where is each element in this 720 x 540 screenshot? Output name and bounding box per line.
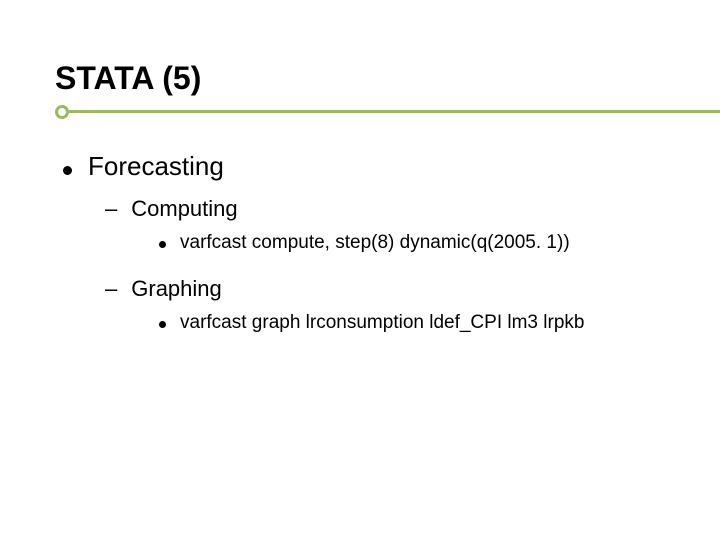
rule-line	[69, 110, 720, 113]
rule-dot-icon	[55, 105, 69, 119]
disc-bullet-icon	[159, 321, 166, 328]
bullet-level3: varfcast compute, step(8) dynamic(q(2005…	[159, 232, 680, 254]
level1-text: Forecasting	[88, 151, 224, 182]
level2-text: Graphing	[131, 276, 222, 302]
disc-bullet-icon	[159, 241, 166, 248]
slide: STATA (5) Forecasting – Computing varfca…	[0, 0, 720, 540]
bullet-level1: Forecasting	[63, 151, 680, 182]
dash-bullet-icon: –	[105, 276, 117, 302]
slide-title: STATA (5)	[55, 60, 680, 97]
content-area: Forecasting – Computing varfcast compute…	[55, 151, 680, 334]
level3-text: varfcast compute, step(8) dynamic(q(2005…	[180, 232, 570, 254]
dash-bullet-icon: –	[105, 196, 117, 222]
bullet-level3: varfcast graph lrconsumption ldef_CPI lm…	[159, 312, 680, 334]
bullet-level2: – Graphing	[105, 276, 680, 302]
title-rule	[55, 103, 680, 121]
level2-text: Computing	[131, 196, 237, 222]
bullet-level2: – Computing	[105, 196, 680, 222]
level3-text: varfcast graph lrconsumption ldef_CPI lm…	[180, 312, 584, 334]
disc-bullet-icon	[63, 166, 72, 175]
